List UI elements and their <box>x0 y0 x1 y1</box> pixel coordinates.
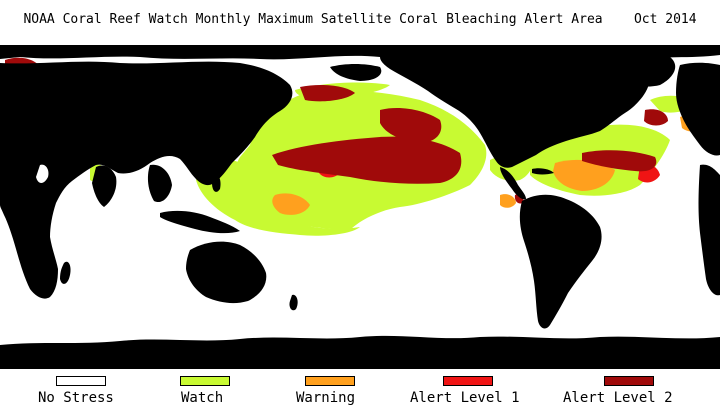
land-masses <box>0 45 720 369</box>
alert-level-2-areas <box>5 57 668 204</box>
legend-label-watch: Watch <box>181 390 224 406</box>
australia-land <box>186 241 267 304</box>
warning-area-gulf-atlantic <box>553 159 615 191</box>
legend-label-alert-level-2: Alert Level 2 <box>563 390 673 406</box>
north-america-land <box>380 56 649 168</box>
eurasia-africa-land <box>0 61 293 299</box>
indonesia-land <box>160 210 240 234</box>
warning-area-eastern-pacific <box>500 194 516 208</box>
madagascar-land <box>60 261 71 284</box>
alert2-area-north-pacific-upper <box>380 108 442 143</box>
map-title: NOAA Coral Reef Watch Monthly Maximum Sa… <box>0 12 720 27</box>
cuba-land <box>532 168 554 175</box>
europe-wrap-land <box>676 62 720 156</box>
title-date: Oct 2014 <box>633 12 697 27</box>
legend-label-no-stress: No Stress <box>38 390 114 406</box>
legend-swatch-warning <box>305 376 355 386</box>
alert2-area-japan <box>644 109 668 126</box>
central-america-land <box>500 167 526 200</box>
legend-swatch-no-stress <box>56 376 106 386</box>
alert2-area-atlantic-band <box>582 150 657 172</box>
se-asia-land <box>147 164 172 203</box>
warning-area-west-pacific <box>272 193 310 215</box>
legend-swatch-alert-level-1 <box>443 376 493 386</box>
alert2-area-bering <box>300 85 355 102</box>
alert2-area-north-pacific <box>272 136 462 184</box>
south-america-land <box>519 194 602 329</box>
watch-area-west-pacific <box>196 159 360 236</box>
bleaching-alert-map <box>0 45 720 369</box>
antarctica-land <box>0 335 720 369</box>
title-text: NOAA Coral Reef Watch Monthly Maximum Sa… <box>23 12 603 27</box>
legend-label-alert-level-1: Alert Level 1 <box>410 390 520 406</box>
new-zealand-land <box>289 294 298 311</box>
legend-swatch-alert-level-2 <box>604 376 654 386</box>
japan-land <box>228 135 243 160</box>
philippines-land <box>212 174 221 192</box>
africa-wrap-land <box>698 164 720 296</box>
legend-label-warning: Warning <box>296 390 356 406</box>
legend-swatch-watch <box>180 376 230 386</box>
alaska-land <box>330 64 382 81</box>
red-sea-gap <box>36 164 49 183</box>
greenland-land <box>600 52 676 87</box>
india-land <box>92 165 117 207</box>
